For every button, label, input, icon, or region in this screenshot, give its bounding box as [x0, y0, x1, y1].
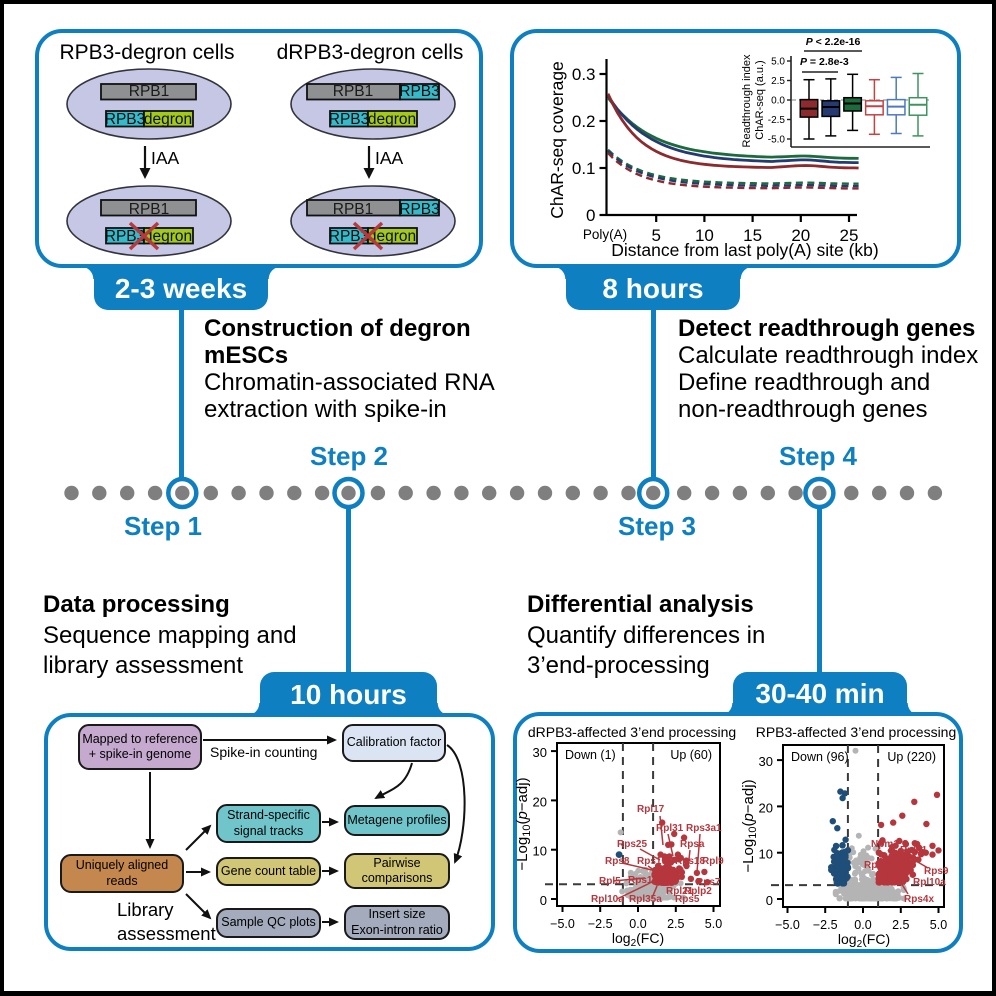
svg-text:IAA: IAA [151, 148, 180, 168]
svg-text:−Log10(p−adj): −Log10(p−adj) [514, 777, 533, 870]
svg-text:ChAR-seq (a.u.): ChAR-seq (a.u.) [754, 60, 766, 139]
svg-text:Rpl21: Rpl21 [900, 845, 928, 856]
svg-text:−Log10(p−adj): −Log10(p−adj) [740, 779, 759, 872]
svg-text:dRPB3-degron cells: dRPB3-degron cells [277, 41, 464, 64]
svg-text:Rpl10a: Rpl10a [591, 894, 624, 905]
svg-text:Rpl5: Rpl5 [599, 876, 621, 887]
svg-text:-2.5: -2.5 [768, 115, 786, 126]
svg-text:20: 20 [791, 226, 810, 245]
svg-text:Rpl17: Rpl17 [637, 804, 665, 815]
svg-text:Rps8: Rps8 [605, 856, 630, 867]
svg-text:Readthrough index: Readthrough index [741, 54, 753, 147]
svg-text:Rps7: Rps7 [696, 877, 721, 888]
svg-text:5.0: 5.0 [705, 917, 722, 931]
svg-text:15: 15 [743, 226, 762, 245]
svg-text:2.5: 2.5 [892, 918, 909, 932]
svg-text:0: 0 [766, 893, 773, 908]
svg-text:10: 10 [533, 844, 547, 859]
svg-text:RPB3: RPB3 [329, 111, 370, 128]
svg-text:30: 30 [759, 754, 773, 769]
svg-text:log2(FC): log2(FC) [838, 931, 890, 950]
svg-text:−5.0: −5.0 [775, 918, 800, 932]
svg-text:Rps4x: Rps4x [904, 894, 934, 905]
svg-text:5: 5 [651, 226, 660, 245]
svg-text:0.2: 0.2 [572, 112, 596, 131]
svg-text:-5.0: -5.0 [768, 135, 786, 146]
svg-text:−2.5: −2.5 [813, 918, 838, 932]
svg-text:Distance from last poly(A) sit: Distance from last poly(A) site (kb) [611, 240, 878, 260]
svg-text:Rps19: Rps19 [637, 856, 667, 867]
svg-text:0.3: 0.3 [572, 65, 596, 84]
svg-text:0.1: 0.1 [572, 159, 596, 178]
svg-text:0.0: 0.0 [629, 917, 646, 931]
svg-text:ChAR-seq coverage: ChAR-seq coverage [547, 61, 567, 219]
svg-text:Rpl21: Rpl21 [666, 886, 694, 897]
svg-text:0.0: 0.0 [854, 918, 871, 932]
svg-text:Rps18: Rps18 [675, 856, 705, 867]
svg-text:RPB1: RPB1 [129, 83, 170, 100]
svg-text:RPB3-degron cells: RPB3-degron cells [59, 41, 234, 64]
svg-text:Rpl9: Rpl9 [702, 856, 724, 867]
svg-text:IAA: IAA [375, 148, 404, 168]
svg-text:0: 0 [586, 206, 595, 225]
svg-text:20: 20 [759, 800, 773, 815]
svg-text:Rps10: Rps10 [628, 875, 658, 886]
svg-text:Rpl10a: Rpl10a [913, 877, 946, 888]
svg-text:10: 10 [759, 847, 773, 862]
svg-text:RPB3-affected 3’end processing: RPB3-affected 3’end processing [756, 724, 957, 740]
svg-text:degron: degron [144, 228, 192, 245]
svg-text:RPB1: RPB1 [333, 83, 374, 100]
svg-text:10: 10 [695, 226, 714, 245]
svg-text:P < 2.2e-16: P < 2.2e-16 [806, 36, 861, 48]
svg-text:25: 25 [840, 226, 859, 245]
svg-text:Down (1): Down (1) [565, 748, 616, 762]
svg-text:−5.0: −5.0 [550, 917, 575, 931]
svg-text:Rps3a1: Rps3a1 [686, 823, 722, 834]
svg-text:30: 30 [533, 745, 547, 760]
svg-text:2.5: 2.5 [771, 76, 785, 87]
svg-text:−2.5: −2.5 [588, 917, 613, 931]
svg-text:Poly(A): Poly(A) [583, 227, 627, 242]
svg-text:P = 2.8e-3: P = 2.8e-3 [800, 56, 849, 68]
svg-text:0.0: 0.0 [771, 96, 785, 107]
svg-text:Rpl9: Rpl9 [864, 860, 886, 871]
svg-text:degron: degron [368, 111, 416, 128]
svg-text:RPB1: RPB1 [129, 201, 170, 218]
svg-text:Up (60): Up (60) [670, 748, 712, 762]
svg-text:RPB3: RPB3 [329, 228, 370, 245]
svg-text:Npm1: Npm1 [871, 839, 899, 850]
svg-text:2.5: 2.5 [667, 917, 684, 931]
svg-text:20: 20 [533, 794, 547, 809]
svg-text:Rps25: Rps25 [617, 839, 647, 850]
svg-text:Rpsa: Rpsa [680, 839, 705, 850]
svg-text:RPB1: RPB1 [333, 201, 374, 218]
svg-text:log2(FC): log2(FC) [612, 930, 664, 949]
svg-text:Down (96): Down (96) [791, 750, 849, 764]
svg-text:RPB3: RPB3 [105, 111, 146, 128]
svg-text:Rpl31: Rpl31 [656, 823, 684, 834]
svg-text:5.0: 5.0 [930, 918, 947, 932]
svg-text:degron: degron [368, 228, 416, 245]
svg-text:5.0: 5.0 [771, 57, 785, 68]
svg-text:Rpl35a: Rpl35a [629, 894, 662, 905]
svg-text:0: 0 [540, 893, 547, 908]
svg-text:Rps9: Rps9 [924, 866, 949, 877]
svg-text:degron: degron [144, 111, 192, 128]
svg-text:RPB3: RPB3 [399, 83, 440, 100]
svg-text:RPB3: RPB3 [399, 201, 440, 218]
svg-text:Rps5: Rps5 [675, 894, 700, 905]
svg-text:dRPB3-affected 3’end processin: dRPB3-affected 3’end processing [528, 724, 736, 740]
svg-text:RPB3: RPB3 [105, 228, 146, 245]
svg-text:Rplp2: Rplp2 [684, 886, 712, 897]
svg-text:Up (220): Up (220) [887, 750, 936, 764]
